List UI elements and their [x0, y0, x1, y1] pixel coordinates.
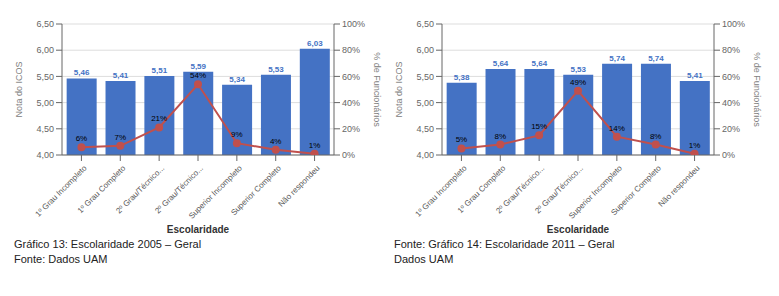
svg-text:1º Grau Completo: 1º Grau Completo	[455, 163, 508, 216]
svg-text:80%: 80%	[722, 45, 740, 55]
svg-text:5,38: 5,38	[454, 73, 470, 82]
svg-text:0%: 0%	[722, 150, 735, 160]
svg-text:8%: 8%	[495, 132, 507, 141]
svg-text:2º Grau/Técnico...: 2º Grau/Técnico...	[533, 163, 586, 216]
svg-text:5,50: 5,50	[36, 72, 54, 82]
svg-text:21%: 21%	[151, 114, 167, 123]
svg-text:9%: 9%	[231, 130, 243, 139]
svg-text:6,03: 6,03	[307, 39, 323, 48]
svg-text:1%: 1%	[309, 141, 321, 150]
svg-text:4,00: 4,00	[36, 150, 54, 160]
svg-text:5,51: 5,51	[152, 66, 168, 75]
svg-text:6,00: 6,00	[36, 45, 54, 55]
svg-text:5,64: 5,64	[493, 59, 509, 68]
svg-text:6,00: 6,00	[416, 45, 434, 55]
svg-text:5,53: 5,53	[268, 65, 284, 74]
svg-text:5,41: 5,41	[113, 71, 129, 80]
svg-text:5,46: 5,46	[74, 68, 90, 77]
svg-text:6%: 6%	[76, 134, 88, 143]
svg-text:Nota do ICOS: Nota do ICOS	[14, 61, 24, 117]
svg-text:15%: 15%	[531, 122, 547, 131]
svg-text:Superior Incompleto: Superior Incompleto	[566, 163, 624, 221]
svg-text:5,74: 5,74	[648, 54, 664, 63]
svg-text:20%: 20%	[342, 124, 360, 134]
svg-text:Escolaridade: Escolaridade	[547, 224, 610, 233]
svg-text:1º Grau Incompleto: 1º Grau Incompleto	[413, 163, 469, 219]
svg-text:0%: 0%	[342, 150, 355, 160]
svg-text:1º Grau Completo: 1º Grau Completo	[75, 163, 128, 216]
svg-text:8%: 8%	[650, 132, 662, 141]
svg-text:20%: 20%	[722, 124, 740, 134]
html-text:Dados UAM: Dados UAM	[394, 253, 454, 265]
svg-text:2º Grau/Técnico...: 2º Grau/Técnico...	[153, 163, 206, 216]
svg-text:Não respondeu: Não respondeu	[277, 164, 322, 209]
svg-text:Não respondeu: Não respondeu	[657, 164, 702, 209]
svg-text:2º Grau/Técnico...: 2º Grau/Técnico...	[114, 163, 167, 216]
svg-text:4,50: 4,50	[36, 124, 54, 134]
html-text:Fonte: Dados UAM: Fonte: Dados UAM	[14, 253, 108, 265]
svg-text:60%: 60%	[342, 72, 360, 82]
svg-text:5,41: 5,41	[687, 71, 703, 80]
svg-text:% de Funcionários: % de Funcionários	[752, 52, 762, 127]
svg-text:5,59: 5,59	[190, 62, 206, 71]
svg-text:4%: 4%	[270, 137, 282, 146]
svg-text:80%: 80%	[342, 45, 360, 55]
svg-text:5,64: 5,64	[532, 59, 548, 68]
svg-text:5,34: 5,34	[229, 75, 245, 84]
svg-text:4,00: 4,00	[416, 150, 434, 160]
svg-text:% de Funcionários: % de Funcionários	[372, 52, 382, 127]
svg-text:6,50: 6,50	[36, 19, 54, 29]
svg-text:Superior Completo: Superior Completo	[229, 163, 283, 217]
svg-text:5,00: 5,00	[36, 98, 54, 108]
html-text:Gráfico 13: Escolaridade 2005: Gráfico 13: Escolaridade 2005 – Geral	[14, 238, 202, 250]
svg-text:40%: 40%	[342, 98, 360, 108]
svg-text:Superior Incompleto: Superior Incompleto	[186, 163, 244, 221]
svg-text:7%: 7%	[115, 133, 127, 142]
svg-text:2º Grau/Técnico...: 2º Grau/Técnico...	[494, 163, 547, 216]
svg-text:54%: 54%	[190, 71, 206, 80]
svg-text:1%: 1%	[689, 141, 701, 150]
svg-text:Nota do ICOS: Nota do ICOS	[394, 61, 404, 117]
svg-text:5,74: 5,74	[609, 54, 625, 63]
svg-text:100%: 100%	[342, 19, 365, 29]
svg-text:Escolaridade: Escolaridade	[167, 224, 230, 233]
svg-text:5,50: 5,50	[416, 72, 434, 82]
svg-text:60%: 60%	[722, 72, 740, 82]
svg-text:5%: 5%	[456, 135, 468, 144]
svg-text:1º Grau Incompleto: 1º Grau Incompleto	[33, 163, 89, 219]
svg-text:5,53: 5,53	[570, 65, 586, 74]
svg-text:Superior Completo: Superior Completo	[609, 163, 663, 217]
svg-text:6,50: 6,50	[416, 19, 434, 29]
html-text:Fonte: Gráfico 14: Escolaridad: Fonte: Gráfico 14: Escolaridade 2011 – G…	[394, 238, 615, 250]
svg-text:100%: 100%	[722, 19, 745, 29]
svg-text:40%: 40%	[722, 98, 740, 108]
svg-text:5,00: 5,00	[416, 98, 434, 108]
svg-text:14%: 14%	[609, 124, 625, 133]
svg-text:4,50: 4,50	[416, 124, 434, 134]
svg-text:49%: 49%	[570, 78, 586, 87]
